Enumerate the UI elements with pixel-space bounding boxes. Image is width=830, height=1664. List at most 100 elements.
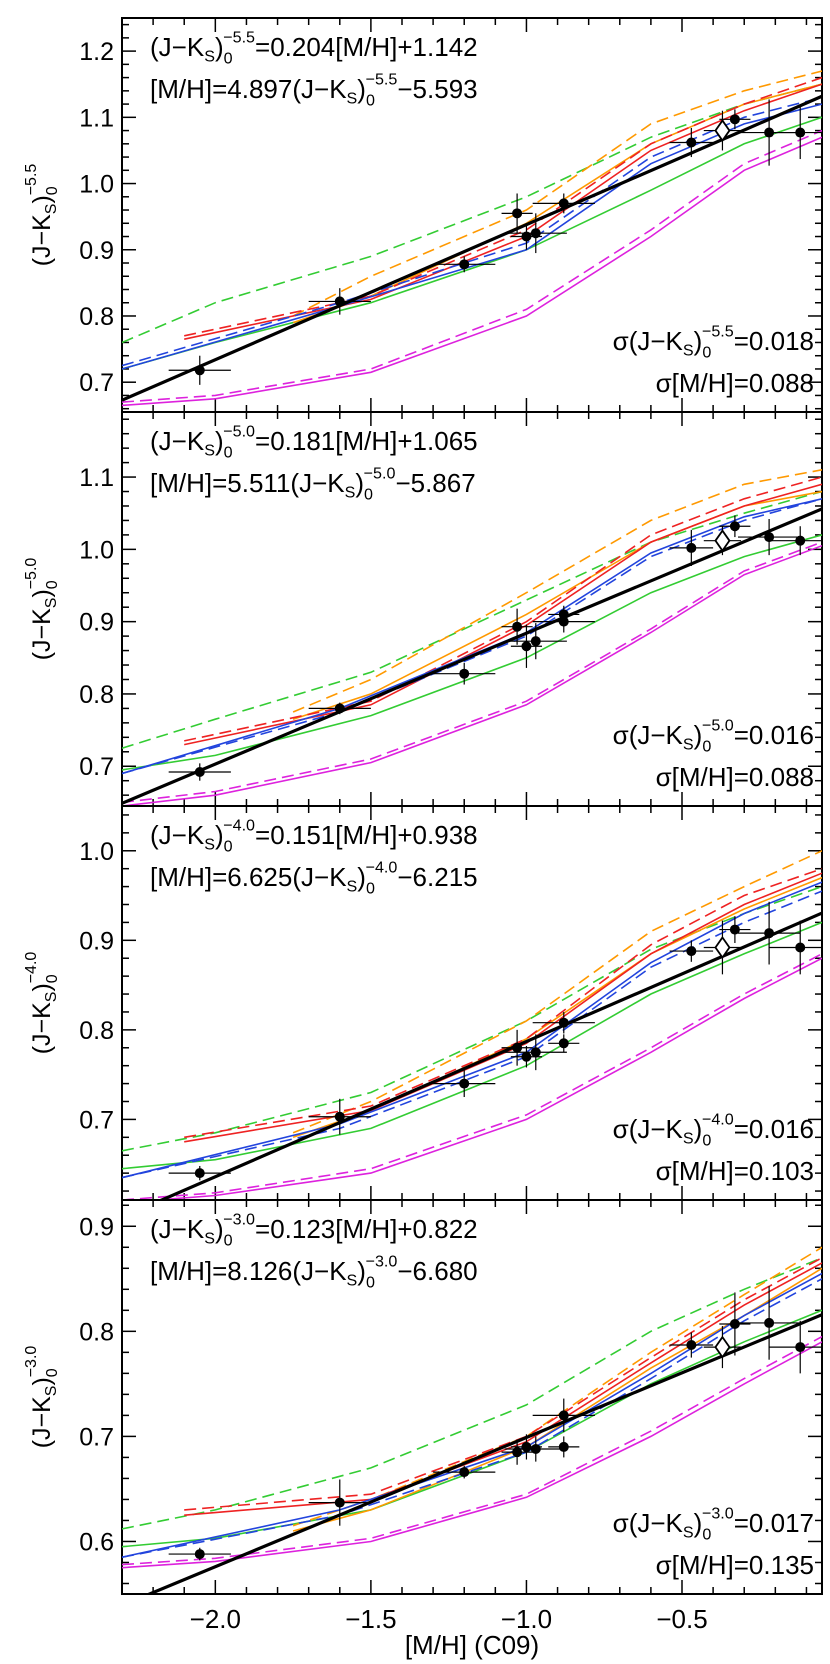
fit-line bbox=[157, 911, 822, 1200]
y-axis-title: (J−KS)0−4.0 bbox=[23, 952, 61, 1055]
inverse-equation: [M/H]=6.625(J−KS)0−4.0−6.215 bbox=[150, 858, 478, 897]
y-tick-label: 0.7 bbox=[79, 1106, 114, 1134]
diamond-marker bbox=[714, 119, 731, 143]
fit-equation: (J−KS)0−4.0=0.151[M/H]+0.938 bbox=[150, 816, 478, 855]
point-marker bbox=[729, 114, 740, 125]
model-dashed-curve-4 bbox=[184, 476, 822, 742]
point-marker bbox=[764, 1317, 775, 1328]
point-marker bbox=[334, 296, 345, 307]
point-marker bbox=[459, 668, 470, 679]
data-point bbox=[532, 1398, 595, 1433]
model-dashed-curve-2 bbox=[292, 1246, 822, 1527]
data-point bbox=[168, 1547, 231, 1561]
y-tick-label: 0.7 bbox=[79, 753, 114, 781]
model-dashed-curve-0 bbox=[122, 1257, 822, 1530]
diamond-marker bbox=[714, 1335, 731, 1359]
y-tick-label: 1.1 bbox=[79, 104, 114, 132]
point-marker bbox=[530, 228, 541, 239]
model-dashed-curve-2 bbox=[292, 850, 822, 1134]
point-marker bbox=[194, 365, 205, 376]
y-tick-label: 0.9 bbox=[79, 1213, 114, 1241]
model-solid-curve-9 bbox=[122, 136, 822, 407]
data-point bbox=[501, 608, 533, 645]
point-marker bbox=[795, 535, 806, 546]
data-point bbox=[433, 256, 496, 273]
y-tick-label: 1.1 bbox=[79, 464, 114, 492]
highlight-point bbox=[703, 526, 742, 556]
model-solid-curve-5 bbox=[184, 872, 822, 1143]
model-dashed-curve-4 bbox=[184, 867, 822, 1139]
data-point bbox=[532, 193, 595, 214]
point-marker bbox=[558, 609, 569, 620]
data-point bbox=[433, 1465, 496, 1479]
highlight-point bbox=[703, 920, 742, 975]
x-tick-label: −1.0 bbox=[501, 1604, 552, 1634]
data-point bbox=[308, 1098, 371, 1135]
data-point bbox=[168, 355, 231, 385]
point-marker bbox=[521, 1441, 532, 1452]
point-marker bbox=[194, 1168, 205, 1179]
data-point bbox=[669, 940, 714, 962]
data-point bbox=[308, 1479, 371, 1526]
point-marker bbox=[558, 1017, 569, 1028]
data-point bbox=[738, 518, 801, 556]
point-marker bbox=[558, 1038, 569, 1049]
y-tick-label: 1.2 bbox=[79, 38, 114, 66]
data-point bbox=[308, 702, 371, 715]
data-point bbox=[669, 529, 714, 566]
model-solid-curve-9 bbox=[122, 544, 822, 806]
y-tick-label: 0.9 bbox=[79, 237, 114, 265]
x-tick-label: −1.5 bbox=[345, 1604, 396, 1634]
shared-x-axis: −2.0 −1.5 −1.0 −0.5 [M/H] (C09) bbox=[190, 1604, 708, 1660]
model-dashed-curve-6 bbox=[122, 498, 822, 775]
fit-line bbox=[145, 1313, 822, 1594]
point-marker bbox=[558, 198, 569, 209]
model-dashed-curve-8 bbox=[122, 541, 822, 804]
model-dashed-curve-6 bbox=[122, 96, 822, 367]
model-dashed-curve-8 bbox=[122, 129, 822, 403]
point-marker bbox=[795, 127, 806, 138]
point-marker bbox=[521, 231, 532, 242]
highlight-point bbox=[703, 110, 742, 151]
point-marker bbox=[459, 1078, 470, 1089]
inverse-equation: [M/H]=8.126(J−KS)0−3.0−6.680 bbox=[150, 1252, 478, 1291]
point-marker bbox=[686, 946, 697, 957]
data-point bbox=[719, 1292, 751, 1356]
metallicity-sigma: σ[M/H]=0.103 bbox=[656, 1156, 814, 1186]
model-solid-curve-9 bbox=[146, 957, 822, 1200]
data-point bbox=[532, 1011, 595, 1034]
y-axis-title: (J−KS)0−5.5 bbox=[23, 164, 61, 267]
y-tick-label: 1.0 bbox=[79, 536, 114, 564]
model-solid-curve-7 bbox=[122, 881, 822, 1179]
data-point bbox=[548, 1034, 580, 1053]
model-dashed-curve-2 bbox=[292, 70, 822, 317]
data-point bbox=[510, 624, 542, 668]
model-dashed-curve-4 bbox=[184, 76, 822, 337]
color-scatter-sigma: σ(J−KS)0−5.0=0.016 bbox=[613, 716, 814, 755]
panel-2: 0.7 0.8 0.9 1.0 1.1 (J−KS)0−5.0 (J−KS)0−5.0=0.… bbox=[23, 411, 823, 807]
model-solid-curve-5 bbox=[184, 83, 822, 340]
data-point bbox=[669, 127, 714, 158]
data-point bbox=[504, 1436, 567, 1462]
color-scatter-sigma: σ(J−KS)0−5.5=0.018 bbox=[613, 322, 814, 361]
y-tick-label: 0.6 bbox=[79, 1528, 114, 1556]
data-point bbox=[433, 662, 496, 685]
metallicity-sigma: σ[M/H]=0.088 bbox=[656, 368, 814, 398]
y-tick-label: 1.0 bbox=[79, 838, 114, 866]
point-marker bbox=[512, 1042, 523, 1053]
point-marker bbox=[764, 928, 775, 939]
x-tick-label: −0.5 bbox=[656, 1604, 707, 1634]
point-marker bbox=[686, 137, 697, 148]
y-tick-label: 0.8 bbox=[79, 681, 114, 709]
x-tick-label: −2.0 bbox=[190, 1604, 241, 1634]
data-point bbox=[719, 109, 751, 130]
y-tick-label: 0.8 bbox=[79, 1017, 114, 1045]
point-marker bbox=[729, 1318, 740, 1329]
point-marker bbox=[459, 259, 470, 270]
y-axis-title: (J−KS)0−5.0 bbox=[23, 558, 61, 661]
inverse-equation: [M/H]=5.511(J−KS)0−5.0−5.867 bbox=[150, 464, 476, 503]
data-point bbox=[501, 1439, 533, 1465]
panel-4: 0.6 0.7 0.8 0.9 (J−KS)0−3.0 (J−KS)0−3.0=0.123… bbox=[23, 1199, 823, 1595]
point-marker bbox=[764, 532, 775, 543]
point-marker bbox=[521, 1051, 532, 1062]
